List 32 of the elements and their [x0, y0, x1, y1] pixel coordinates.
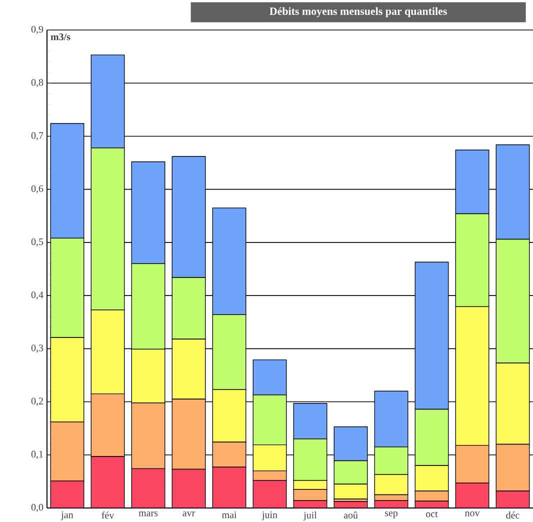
y-tick-label: 0,1 [31, 450, 43, 459]
y-tick-label: 0,3 [31, 344, 44, 353]
x-tick-label: sep [385, 512, 398, 518]
y-axis-title: m3/s [50, 34, 70, 40]
x-tick-label: aoû [344, 512, 358, 519]
bar [455, 482, 490, 508]
bar [172, 468, 206, 508]
x-tick-label: fév [102, 512, 114, 519]
y-tick-label: 0,6 [31, 185, 44, 194]
y-tick-label: 0,5 [31, 238, 44, 247]
x-tick-label: déc [506, 512, 520, 519]
bar [496, 490, 530, 508]
x-tick-label: nov [465, 512, 480, 516]
x-tick-label: jan [60, 512, 74, 520]
chart-title: Débits moyens mensuels par quantiles [270, 7, 447, 18]
x-tick-label: oct [426, 512, 438, 518]
bar [131, 468, 166, 508]
x-tick-label: avr [182, 512, 196, 516]
y-tick-label: 0,7 [31, 132, 44, 140]
y-tick-label: 0,9 [31, 26, 44, 34]
y-tick-label: 0,4 [31, 291, 44, 300]
x-tick-label: mai [222, 512, 237, 518]
x-tick-label: juil [303, 512, 317, 521]
bar [212, 466, 246, 508]
x-tick-label: juin [262, 512, 278, 520]
bar [90, 456, 125, 508]
x-tick-label: mars [138, 512, 158, 516]
y-tick-label: 0,8 [31, 79, 44, 88]
bar [50, 480, 84, 508]
y-tick-label: 0,0 [31, 504, 44, 512]
bar [252, 480, 287, 508]
y-tick-label: 0,2 [31, 398, 43, 406]
